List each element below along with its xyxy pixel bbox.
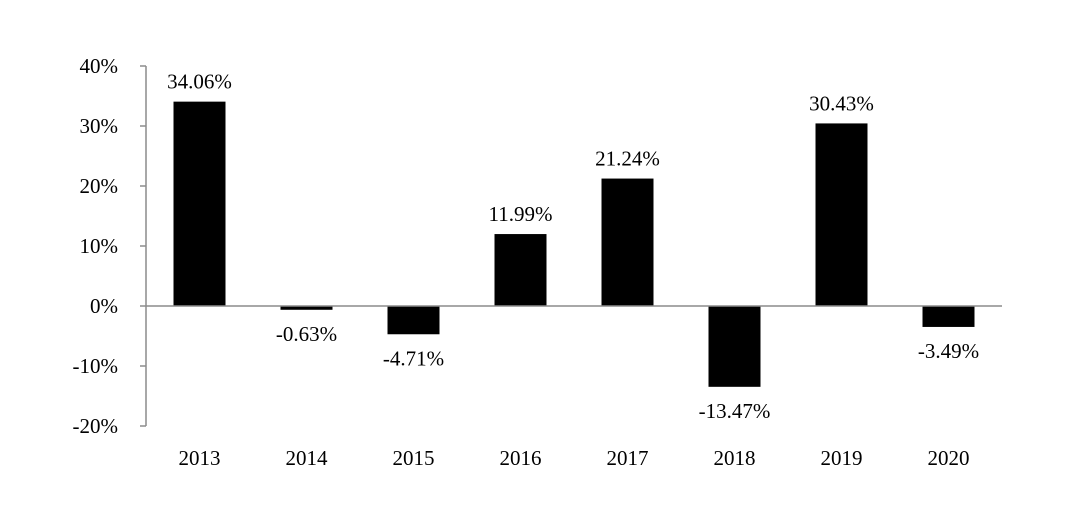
bar — [922, 306, 975, 327]
x-category-label: 2017 — [607, 446, 649, 470]
x-category-label: 2016 — [500, 446, 542, 470]
data-label: 34.06% — [167, 70, 232, 94]
y-tick-label: -20% — [73, 414, 119, 438]
data-label: 11.99% — [489, 202, 553, 226]
axes — [145, 66, 1002, 426]
y-tick-label: -10% — [73, 354, 119, 378]
bar — [494, 234, 547, 306]
y-tick-label: 30% — [80, 114, 119, 138]
x-axis-category-labels: 2013 2014 2015 2016 2017 2018 2019 2020 — [179, 446, 970, 470]
data-label: -4.71% — [383, 346, 444, 370]
bar — [173, 101, 226, 306]
bar — [387, 306, 440, 335]
x-category-label: 2015 — [393, 446, 435, 470]
data-label: 21.24% — [595, 147, 660, 171]
y-axis-ticks: 40% 30% 20% 10% 0% -10% -20% — [73, 54, 146, 438]
x-category-label: 2014 — [286, 446, 329, 470]
data-labels: 34.06% -0.63% -4.71% 11.99% 21.24% -13.47% 30.… — [167, 70, 979, 423]
x-category-label: 2020 — [928, 446, 970, 470]
bars — [173, 101, 975, 387]
x-category-label: 2018 — [714, 446, 756, 470]
y-tick-label: 20% — [80, 174, 119, 198]
y-tick-label: 0% — [90, 294, 118, 318]
y-tick-label: 40% — [80, 54, 119, 78]
bar — [708, 306, 761, 387]
bar — [815, 123, 868, 306]
x-category-label: 2019 — [821, 446, 863, 470]
x-category-label: 2013 — [179, 446, 221, 470]
data-label: -0.63% — [276, 322, 337, 346]
data-label: -3.49% — [918, 339, 979, 363]
y-tick-label: 10% — [80, 234, 119, 258]
data-label: 30.43% — [809, 91, 874, 115]
bar — [601, 178, 654, 306]
bar — [280, 306, 333, 310]
data-label: -13.47% — [699, 399, 771, 423]
